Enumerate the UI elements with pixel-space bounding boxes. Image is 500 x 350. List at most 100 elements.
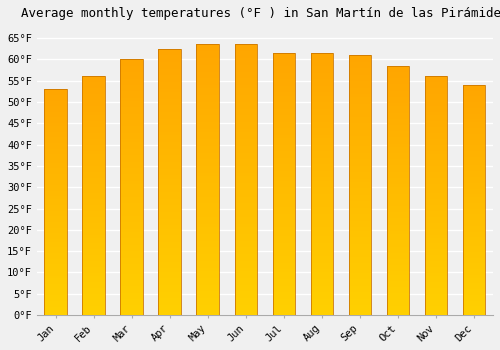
Bar [44,89,67,315]
Bar [196,244,220,247]
Bar [44,241,67,245]
Bar [158,65,182,69]
Bar [272,256,295,259]
Bar [462,301,485,303]
Bar [44,151,67,154]
Bar [386,299,409,303]
Bar [196,44,220,48]
Bar [44,230,67,233]
Bar [120,251,144,254]
Bar [424,219,448,223]
Bar [158,122,182,125]
Bar [462,292,485,295]
Bar [82,148,105,151]
Bar [348,149,372,153]
Bar [234,159,258,163]
Bar [272,312,295,315]
Bar [44,273,67,275]
Bar [348,172,372,175]
Bar [120,78,144,82]
Bar [120,60,144,315]
Bar [348,123,372,127]
Bar [310,305,334,309]
Bar [234,98,258,102]
Bar [424,264,448,267]
Bar [424,270,448,273]
Bar [348,55,372,58]
Bar [424,169,448,172]
Bar [82,121,105,124]
Bar [386,240,409,243]
Bar [386,250,409,253]
Bar [348,143,372,146]
Bar [272,63,295,66]
Bar [82,154,105,157]
Bar [310,269,334,273]
Bar [462,114,485,117]
Bar [310,177,334,181]
Bar [424,294,448,297]
Bar [120,94,144,98]
Bar [196,298,220,302]
Bar [120,82,144,85]
Bar [348,198,372,201]
Bar [386,190,409,194]
Bar [386,222,409,225]
Bar [234,129,258,132]
Bar [158,198,182,202]
Bar [386,290,409,293]
Bar [44,236,67,239]
Bar [310,148,334,151]
Bar [234,156,258,160]
Bar [386,296,409,300]
Bar [120,155,144,159]
Bar [272,151,295,155]
Bar [272,168,295,171]
Bar [158,232,182,235]
Bar [158,229,182,232]
Bar [386,147,409,150]
Bar [462,312,485,315]
Bar [462,240,485,243]
Bar [348,55,372,315]
Bar [462,111,485,114]
Bar [272,145,295,148]
Bar [234,244,258,247]
Bar [158,139,182,142]
Bar [234,237,258,241]
Bar [272,132,295,135]
Bar [158,155,182,159]
Bar [386,166,409,169]
Bar [310,250,334,253]
Bar [424,118,448,121]
Bar [310,233,334,237]
Bar [120,117,144,120]
Bar [462,223,485,226]
Bar [310,200,334,204]
Bar [386,94,409,97]
Bar [272,128,295,132]
Bar [234,203,258,207]
Bar [82,169,105,172]
Bar [82,130,105,133]
Bar [234,44,258,48]
Bar [82,103,105,106]
Bar [44,309,67,312]
Bar [462,269,485,272]
Bar [310,253,334,256]
Bar [120,299,144,302]
Bar [386,103,409,106]
Bar [196,312,220,315]
Bar [272,148,295,151]
Bar [310,289,334,292]
Bar [120,184,144,187]
Bar [82,109,105,112]
Bar [310,108,334,112]
Bar [462,211,485,215]
Bar [196,295,220,298]
Title: Average monthly temperatures (°F ) in San Martín de las Pirámides: Average monthly temperatures (°F ) in Sa… [21,7,500,20]
Bar [386,302,409,306]
Bar [348,240,372,244]
Bar [462,119,485,122]
Bar [310,210,334,214]
